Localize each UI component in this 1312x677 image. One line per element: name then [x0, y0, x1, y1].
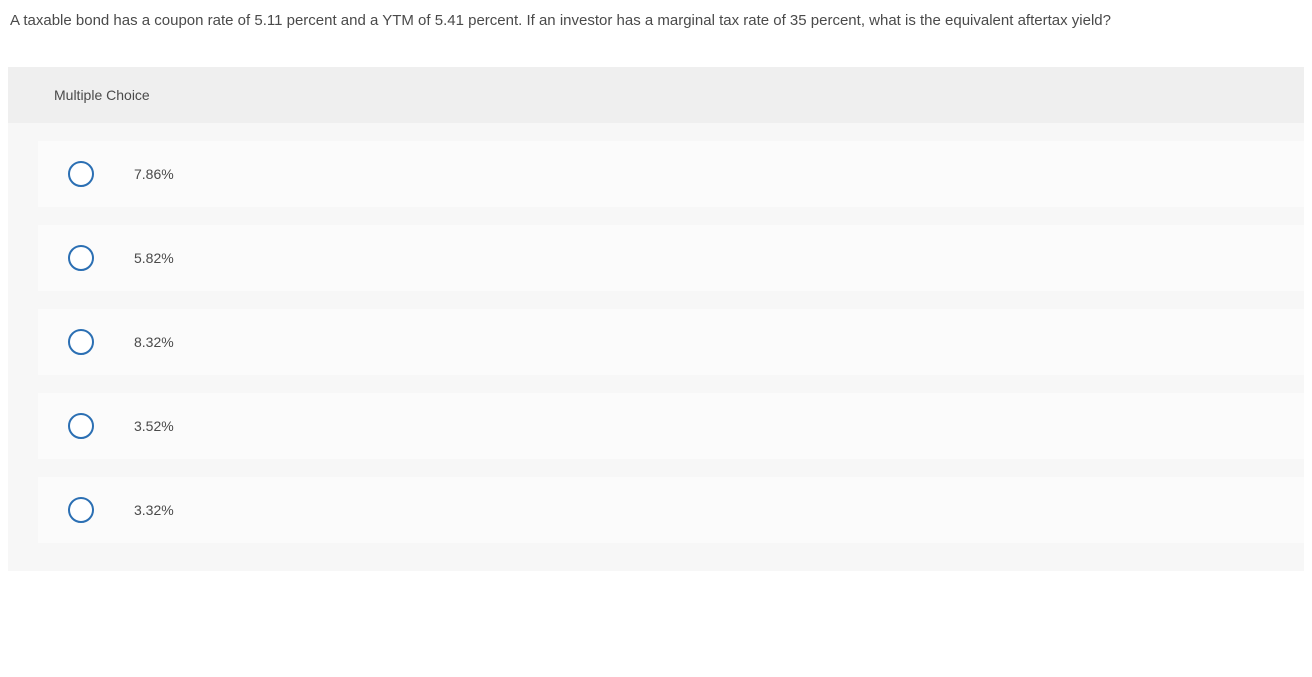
- question-text: A taxable bond has a coupon rate of 5.11…: [0, 0, 1312, 51]
- option-3[interactable]: 8.32%: [38, 309, 1304, 375]
- option-1[interactable]: 7.86%: [38, 141, 1304, 207]
- radio-icon[interactable]: [68, 413, 94, 439]
- option-2[interactable]: 5.82%: [38, 225, 1304, 291]
- option-4[interactable]: 3.52%: [38, 393, 1304, 459]
- radio-icon[interactable]: [68, 245, 94, 271]
- option-label: 8.32%: [134, 334, 174, 350]
- multiple-choice-heading: Multiple Choice: [8, 67, 1304, 123]
- multiple-choice-container: Multiple Choice 7.86% 5.82% 8.32% 3.52% …: [8, 67, 1304, 571]
- option-label: 5.82%: [134, 250, 174, 266]
- options-list: 7.86% 5.82% 8.32% 3.52% 3.32%: [8, 123, 1304, 571]
- option-5[interactable]: 3.32%: [38, 477, 1304, 543]
- option-label: 3.32%: [134, 502, 174, 518]
- option-label: 3.52%: [134, 418, 174, 434]
- option-label: 7.86%: [134, 166, 174, 182]
- radio-icon[interactable]: [68, 329, 94, 355]
- radio-icon[interactable]: [68, 497, 94, 523]
- radio-icon[interactable]: [68, 161, 94, 187]
